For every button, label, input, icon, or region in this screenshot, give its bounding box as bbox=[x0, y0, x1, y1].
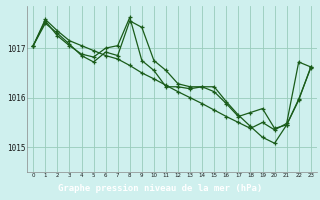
Text: Graphe pression niveau de la mer (hPa): Graphe pression niveau de la mer (hPa) bbox=[58, 184, 262, 193]
